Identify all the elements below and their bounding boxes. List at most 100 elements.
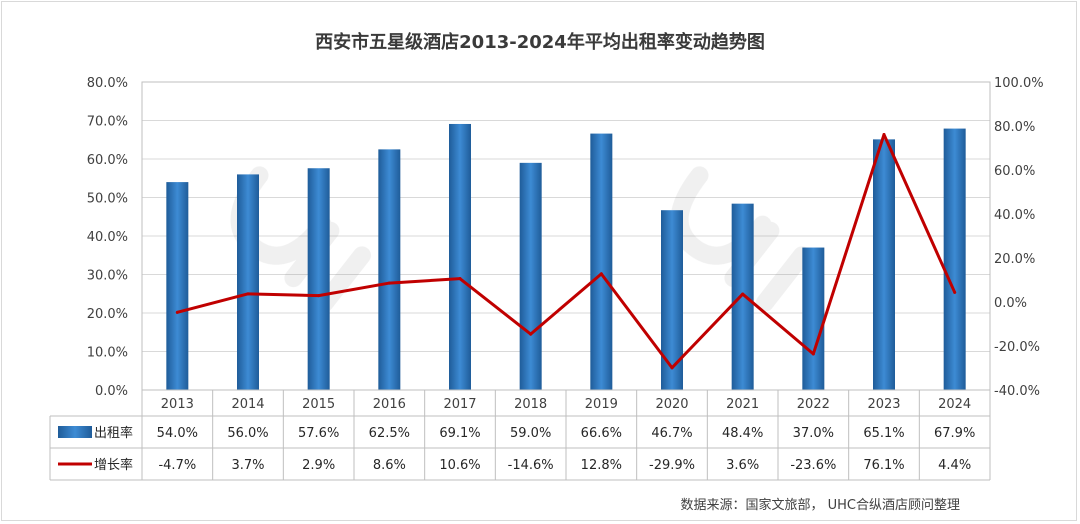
bar-occupancy-2017: [449, 123, 471, 390]
growth-line-segment-2021-2022: [741, 292, 815, 356]
bar-occupancy-2015: [307, 168, 330, 390]
bar-layer: [166, 123, 966, 390]
growth-point-2019: [599, 272, 603, 276]
growth-line-segment-2014-2015: [246, 292, 321, 298]
x-axis-tick-label: 2022: [797, 397, 830, 412]
bar-occupancy-2020: [661, 210, 683, 390]
bar-occupancy-2014: [237, 174, 259, 390]
data-label: 57.6%: [298, 426, 339, 441]
data-label: 12.8%: [581, 458, 622, 473]
x-axis-tick-label: 2014: [231, 397, 264, 412]
left-axis-tick-label: 60.0%: [87, 153, 128, 168]
growth-line-segment-2017-2018: [458, 277, 533, 336]
data-label: 8.6%: [373, 458, 406, 473]
data-label: 3.6%: [726, 458, 759, 473]
right-axis-tick-label: 100.0%: [994, 76, 1044, 91]
line-layer: [175, 133, 957, 370]
growth-line-segment-2013-2014: [175, 292, 250, 314]
x-axis-tick-label: 2015: [302, 397, 335, 412]
x-axis-tick-label: 2021: [726, 397, 759, 412]
data-label: 76.1%: [863, 458, 904, 473]
bar-occupancy-2016: [378, 149, 401, 390]
x-axis-tick-label: 2023: [867, 397, 900, 412]
bar-occupancy-2018: [519, 162, 542, 390]
growth-point-2013: [175, 310, 179, 314]
right-axis-tick-label: 40.0%: [994, 208, 1035, 223]
data-label: 69.1%: [439, 426, 480, 441]
data-label: 65.1%: [863, 426, 904, 441]
data-label: -23.6%: [790, 458, 836, 473]
growth-line-segment-2020-2021: [670, 292, 745, 370]
x-axis-tick-label: 2018: [514, 397, 547, 412]
x-axis-tick-label: 2024: [938, 397, 971, 412]
legend-label: 增长率: [94, 457, 133, 473]
growth-point-2017: [458, 277, 462, 281]
growth-point-2015: [317, 294, 321, 298]
x-axis-tick-label: 2020: [655, 397, 688, 412]
growth-point-2020: [670, 366, 674, 370]
left-axis-tick-label: 40.0%: [87, 230, 128, 245]
growth-point-2023: [882, 133, 886, 137]
data-label: 66.6%: [581, 426, 622, 441]
x-axis-tick-label: 2013: [161, 397, 194, 412]
x-axis-tick-label: 2017: [443, 397, 476, 412]
growth-point-2014: [246, 292, 250, 296]
right-axis-tick-label: -20.0%: [994, 340, 1040, 355]
data-label: 54.0%: [157, 426, 198, 441]
grid-layer: [142, 81, 990, 391]
left-axis-tick-label: 80.0%: [87, 76, 128, 91]
left-axis-tick-label: 50.0%: [87, 192, 128, 207]
data-label: 2.9%: [302, 458, 335, 473]
bar-occupancy-2024: [943, 128, 966, 390]
data-label: 37.0%: [793, 426, 834, 441]
data-label: -14.6%: [508, 458, 554, 473]
data-label: 3.7%: [231, 458, 264, 473]
data-label: 46.7%: [651, 426, 692, 441]
bar-occupancy-2013: [166, 182, 189, 390]
right-axis-tick-label: -40.0%: [994, 384, 1040, 399]
data-label: 10.6%: [439, 458, 480, 473]
data-label: 62.5%: [369, 426, 410, 441]
left-axis-tick-label: 70.0%: [87, 115, 128, 130]
growth-line-segment-2015-2016: [317, 281, 391, 298]
legend-label: 出租率: [94, 425, 133, 441]
growth-point-2024: [953, 290, 957, 294]
axis-layer: 0.0% 10.0% 20.0% 30.0% 40.0% 50.0% 60.0% 70.0% 8…: [87, 76, 1044, 399]
growth-point-2016: [387, 281, 391, 285]
data-label: 67.9%: [934, 426, 975, 441]
growth-line-segment-2022-2023: [811, 133, 886, 356]
growth-line-segment-2016-2017: [387, 277, 462, 285]
source-note: 数据来源：国家文旅部， UHC合纵酒店顾问整理: [680, 498, 960, 513]
right-axis-tick-label: 0.0%: [994, 296, 1027, 311]
legend-key-occupancy: [58, 426, 92, 438]
left-axis-tick-label: 30.0%: [87, 269, 128, 284]
right-axis-tick-label: 80.0%: [994, 120, 1035, 135]
growth-point-2018: [529, 332, 533, 336]
chart-title: 西安市五星级酒店2013-2024年平均出租率变动趋势图: [315, 32, 765, 53]
data-label: 48.4%: [722, 426, 763, 441]
bar-occupancy-2023: [873, 139, 895, 390]
x-axis-tick-label: 2019: [585, 397, 618, 412]
left-axis-tick-label: 0.0%: [95, 384, 128, 399]
growth-point-2021: [741, 292, 745, 296]
data-table: 2013 2014 2015 2016 2017 2018 2019 2020 2021 2022…: [49, 389, 991, 481]
growth-point-2022: [811, 352, 815, 356]
growth-line-segment-2019-2020: [599, 272, 674, 370]
growth-line-segment-2023-2024: [882, 133, 957, 294]
bar-occupancy-2021: [731, 203, 754, 390]
x-axis-tick-label: 2016: [373, 397, 406, 412]
data-label: -4.7%: [158, 458, 196, 473]
data-label: -29.9%: [649, 458, 695, 473]
right-axis-tick-label: 20.0%: [994, 252, 1035, 267]
data-label: 56.0%: [227, 426, 268, 441]
data-label: 4.4%: [938, 458, 971, 473]
left-axis-tick-label: 10.0%: [87, 346, 128, 361]
left-axis-tick-label: 20.0%: [87, 307, 128, 322]
right-axis-tick-label: 60.0%: [994, 164, 1035, 179]
bar-occupancy-2022: [802, 247, 825, 390]
growth-line-segment-2018-2019: [529, 272, 603, 336]
data-label: 59.0%: [510, 426, 551, 441]
bar-occupancy-2019: [590, 133, 613, 390]
